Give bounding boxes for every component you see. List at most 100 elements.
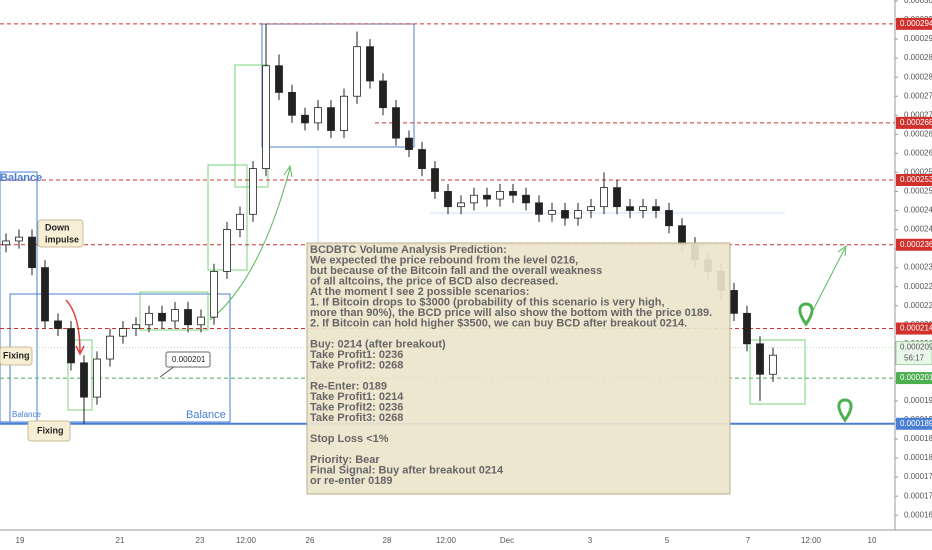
candle-body [353, 46, 361, 97]
level-label: 0.000294 [900, 19, 932, 28]
candle-body [600, 187, 608, 208]
note: BCDBTC Volume Analysis Prediction:We exp… [310, 244, 712, 487]
callout: Fixing [3, 350, 30, 360]
level-tag [896, 322, 932, 335]
level-label: 0.000201 [900, 373, 932, 382]
candle-body [574, 210, 582, 219]
level-label: 0.000214 [900, 324, 932, 333]
candle-body [223, 229, 231, 272]
price-label: 0.000209 [900, 343, 932, 352]
candle-body [210, 271, 218, 318]
x-tick-label: 19 [16, 536, 25, 545]
candle-body [548, 210, 556, 215]
note-box [306, 242, 731, 495]
candle-body [262, 65, 270, 169]
arrow [807, 247, 846, 321]
arrow [283, 164, 293, 178]
callout: Fixing [37, 425, 64, 435]
note-line: Stop Loss <1% [310, 433, 389, 445]
y-tick-label: 0.000225 [904, 282, 932, 291]
x-tick-label: 21 [116, 536, 125, 545]
y-tick-label: 0.000265 [904, 129, 932, 138]
callout: 0.000201 [172, 355, 206, 364]
x-axis: 19 21 23 12:00 26 28 12:00 Dec 3 5 7 12:00 10 [0, 529, 932, 545]
note-line: or re-enter 0189 [310, 475, 393, 487]
candle-body [80, 362, 88, 398]
note-line: Take Profit1: 0214 [310, 391, 404, 403]
callout-pointer [159, 365, 176, 378]
candle-body [652, 206, 660, 211]
candle-body [145, 312, 153, 326]
y-tick-label: 0.000275 [904, 91, 932, 100]
candle-body [470, 194, 478, 204]
candle-body [67, 328, 75, 364]
candle-body [392, 107, 400, 139]
level-tag [896, 174, 932, 187]
x-tick-label: 12:00 [236, 536, 257, 545]
callout: Down [45, 222, 70, 232]
y-tick-label: 0.000245 [904, 206, 932, 215]
candle-body [756, 343, 764, 375]
candle-body [119, 328, 127, 337]
y-tick-label: 0.000195 [904, 396, 932, 405]
candle-body [15, 236, 23, 242]
pin [837, 398, 853, 423]
arrow [65, 299, 81, 353]
candle-body [158, 312, 166, 322]
candle-body [54, 320, 62, 329]
candle-body [275, 65, 283, 93]
note-line: At the moment I see 2 possible scenarios… [310, 286, 529, 298]
level-label: 0.000189 [900, 419, 932, 428]
x-tick-label: 10 [868, 536, 877, 545]
note-line: Take Profit2: 0268 [310, 359, 403, 371]
level-tag [896, 417, 932, 430]
callout-box [27, 420, 71, 442]
candle-body [379, 80, 387, 109]
note-line: BCDBTC Volume Analysis Prediction: [310, 244, 507, 256]
callout: impulse [45, 234, 79, 244]
candle-body [41, 267, 49, 322]
candle-body [483, 194, 491, 200]
candle-body [496, 191, 504, 200]
candle-body [535, 202, 543, 215]
level-label: 0.000268 [900, 118, 932, 127]
candle-body [457, 202, 465, 208]
candle-body [197, 316, 205, 326]
x-tick-label: 23 [196, 536, 205, 545]
callout-box [37, 219, 84, 248]
note-line: Buy: 0214 (after breakout) [310, 338, 446, 350]
level-tag [896, 372, 932, 385]
candle-body [314, 107, 322, 124]
arrow [75, 345, 85, 356]
candle-body [184, 309, 192, 326]
y-tick-label: 0.000185 [904, 434, 932, 443]
green-box [749, 339, 806, 405]
candle-body [587, 206, 595, 211]
x-tick-label: 7 [746, 536, 751, 545]
note-line: Take Profit2: 0236 [310, 401, 403, 413]
candle-body [2, 240, 10, 246]
candle-body [366, 46, 374, 82]
level-tag [896, 116, 932, 129]
candle-body [93, 358, 101, 398]
note-line: Final Signal: Buy after breakout 0214 [310, 464, 504, 476]
candle-body [171, 309, 179, 322]
candle-body [639, 206, 647, 211]
note-line: We expected the price rebound from the l… [310, 254, 578, 266]
note-line: 1. If Bitcoin drops to $3000 (probabilit… [310, 296, 665, 308]
note-line: but because of the Bitcoin fall and the … [310, 265, 602, 277]
level-label: 0.000253 [900, 175, 932, 184]
arrow [209, 167, 291, 321]
y-tick-label: 0.000255 [904, 168, 932, 177]
note-line: 2. If Bitcoin can hold higher $3500, we … [310, 317, 687, 329]
balance-box [0, 171, 38, 423]
callout-box [165, 351, 211, 368]
candle-body [613, 187, 621, 208]
balance-label: Balance [186, 409, 226, 421]
y-tick-label: 0.000175 [904, 472, 932, 481]
drawings [0, 23, 853, 423]
